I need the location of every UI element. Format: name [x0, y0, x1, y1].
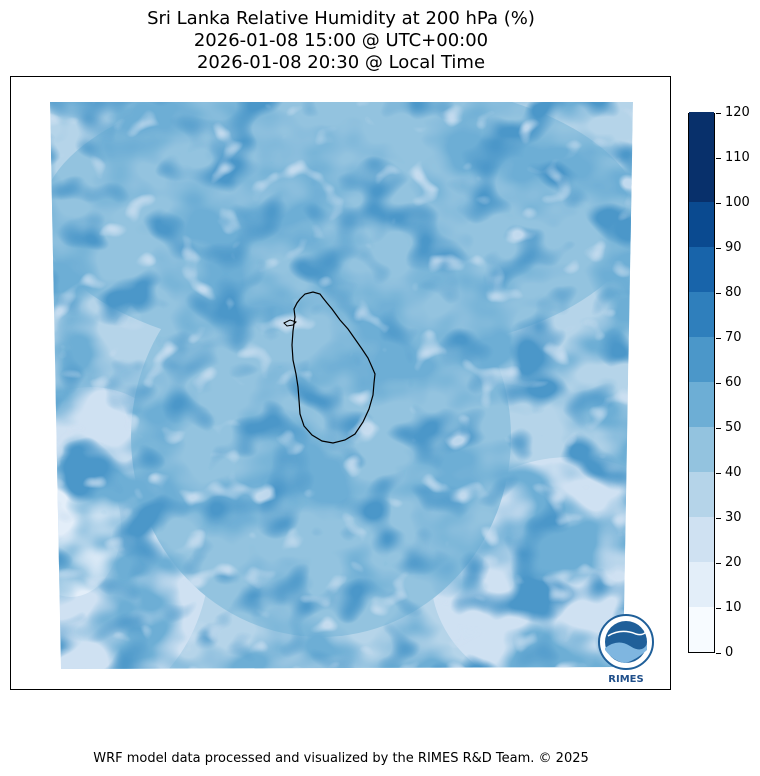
colorbar-tick-label: 120	[725, 105, 750, 120]
colorbar-tick-label: 60	[725, 375, 742, 390]
colorbar-tick	[716, 337, 721, 339]
colorbar-tick-label: 20	[725, 555, 742, 570]
utc-time-label: 2026-01-08 15:00 @ UTC+00:00	[193, 30, 489, 51]
humidity-map: RIMES	[50, 102, 654, 685]
colorbar-tick	[716, 517, 721, 519]
humidity-field	[50, 102, 633, 669]
colorbar-tick	[716, 472, 721, 474]
chart-title: Sri Lanka Relative Humidity at 200 hPa (…	[147, 8, 535, 29]
colorbar-tick-label: 0	[725, 645, 734, 660]
colorbar-segment	[689, 561, 714, 607]
sri-lanka-coastline	[291, 291, 376, 444]
colorbar-tick-label: 70	[725, 330, 742, 345]
colorbar-segment	[689, 201, 714, 247]
colorbar-tick	[716, 247, 721, 249]
colorbar-tick-label: 50	[725, 420, 742, 435]
colorbar-tick-label: 110	[725, 150, 750, 165]
colorbar-tick	[716, 652, 721, 654]
logo-text: RIMES	[608, 674, 643, 685]
colorbar-tick	[716, 562, 721, 564]
colorbar-segment	[689, 291, 714, 337]
colorbar-tick	[716, 157, 721, 159]
colorbar-segment	[689, 471, 714, 517]
colorbar-tick	[716, 292, 721, 294]
local-time-label: 2026-01-08 20:30 @ Local Time	[196, 52, 486, 73]
colorbar-tick	[716, 427, 721, 429]
colorbar-segment	[689, 246, 714, 292]
colorbar-segment	[689, 336, 714, 382]
jaffna-peninsula	[283, 319, 297, 327]
colorbar-tick-label: 40	[725, 465, 742, 480]
colorbar-tick-label: 30	[725, 510, 742, 525]
colorbar-tick	[716, 382, 721, 384]
map-frame: RIMES	[10, 76, 671, 690]
colorbar-tick-label: 80	[725, 285, 742, 300]
colorbar-tick	[716, 202, 721, 204]
colorbar	[688, 111, 715, 653]
colorbar-segment	[689, 381, 714, 427]
colorbar-tick-label: 100	[725, 195, 750, 210]
colorbar-tick	[716, 607, 721, 609]
colorbar-tick-label: 90	[725, 240, 742, 255]
colorbar-segment	[689, 516, 714, 562]
field-texture-3	[50, 102, 633, 669]
colorbar-segment	[689, 156, 714, 202]
colorbar-segment	[689, 606, 714, 652]
colorbar-segment	[689, 111, 714, 157]
rimes-logo: RIMES	[598, 614, 654, 685]
colorbar-segment	[689, 426, 714, 472]
colorbar-tick	[716, 112, 721, 114]
colorbar-tick-label: 10	[725, 600, 742, 615]
credits-footer: WRF model data processed and visualized …	[93, 751, 589, 766]
